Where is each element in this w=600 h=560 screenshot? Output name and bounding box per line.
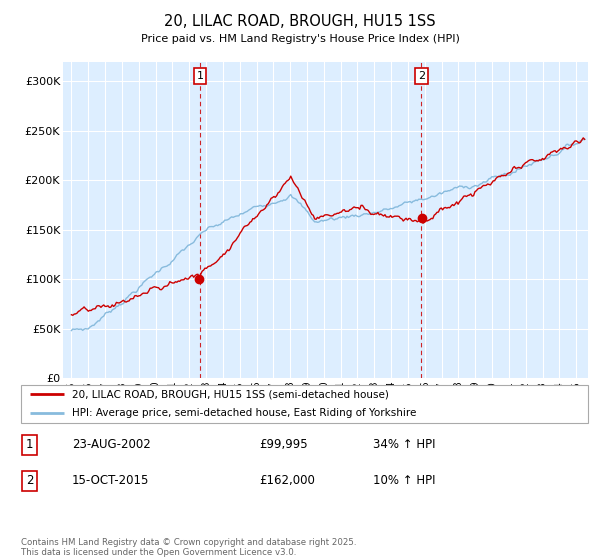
Text: HPI: Average price, semi-detached house, East Riding of Yorkshire: HPI: Average price, semi-detached house,… [72, 408, 416, 418]
Text: 34% ↑ HPI: 34% ↑ HPI [373, 438, 435, 451]
Text: 2: 2 [418, 71, 425, 81]
FancyBboxPatch shape [21, 385, 588, 423]
Text: £162,000: £162,000 [259, 474, 315, 487]
Text: 10% ↑ HPI: 10% ↑ HPI [373, 474, 435, 487]
Text: 2: 2 [26, 474, 33, 487]
Text: 1: 1 [197, 71, 203, 81]
Text: 1: 1 [26, 438, 33, 451]
Text: 20, LILAC ROAD, BROUGH, HU15 1SS (semi-detached house): 20, LILAC ROAD, BROUGH, HU15 1SS (semi-d… [72, 389, 389, 399]
Text: £99,995: £99,995 [259, 438, 308, 451]
Text: Contains HM Land Registry data © Crown copyright and database right 2025.
This d: Contains HM Land Registry data © Crown c… [21, 538, 356, 557]
Text: 15-OCT-2015: 15-OCT-2015 [72, 474, 149, 487]
Text: 23-AUG-2002: 23-AUG-2002 [72, 438, 151, 451]
Text: 20, LILAC ROAD, BROUGH, HU15 1SS: 20, LILAC ROAD, BROUGH, HU15 1SS [164, 14, 436, 29]
Text: Price paid vs. HM Land Registry's House Price Index (HPI): Price paid vs. HM Land Registry's House … [140, 34, 460, 44]
